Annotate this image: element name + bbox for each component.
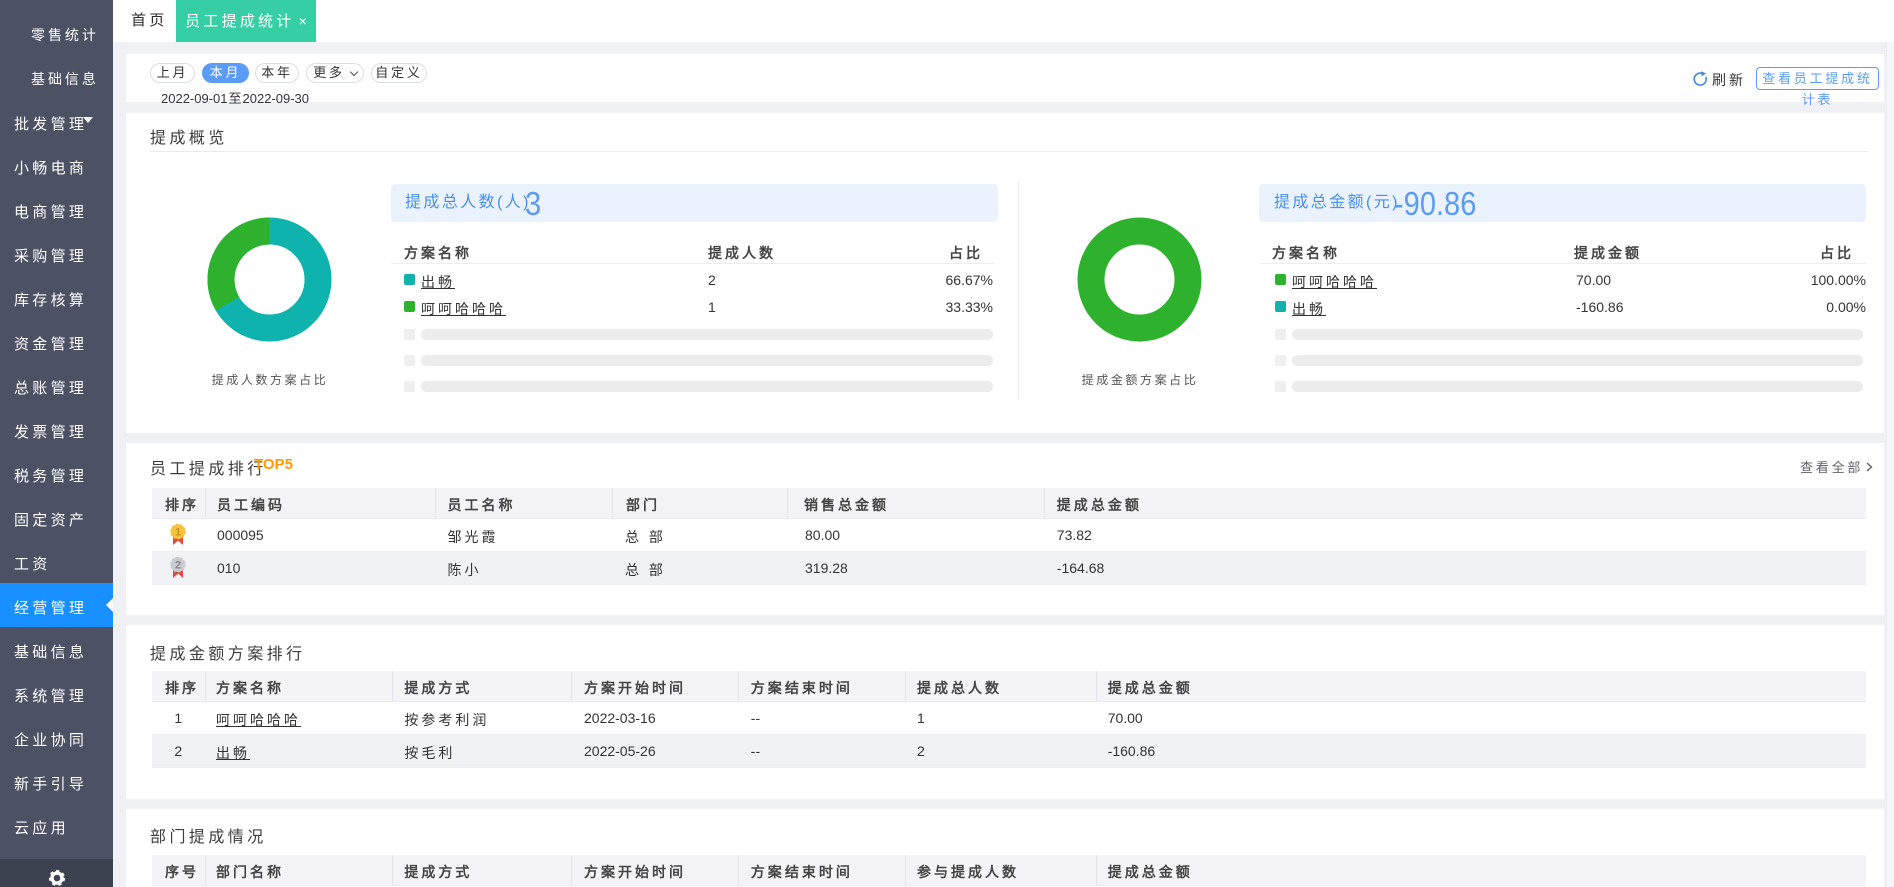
svg-text:1: 1 (175, 526, 181, 538)
svg-text:2: 2 (175, 559, 181, 571)
